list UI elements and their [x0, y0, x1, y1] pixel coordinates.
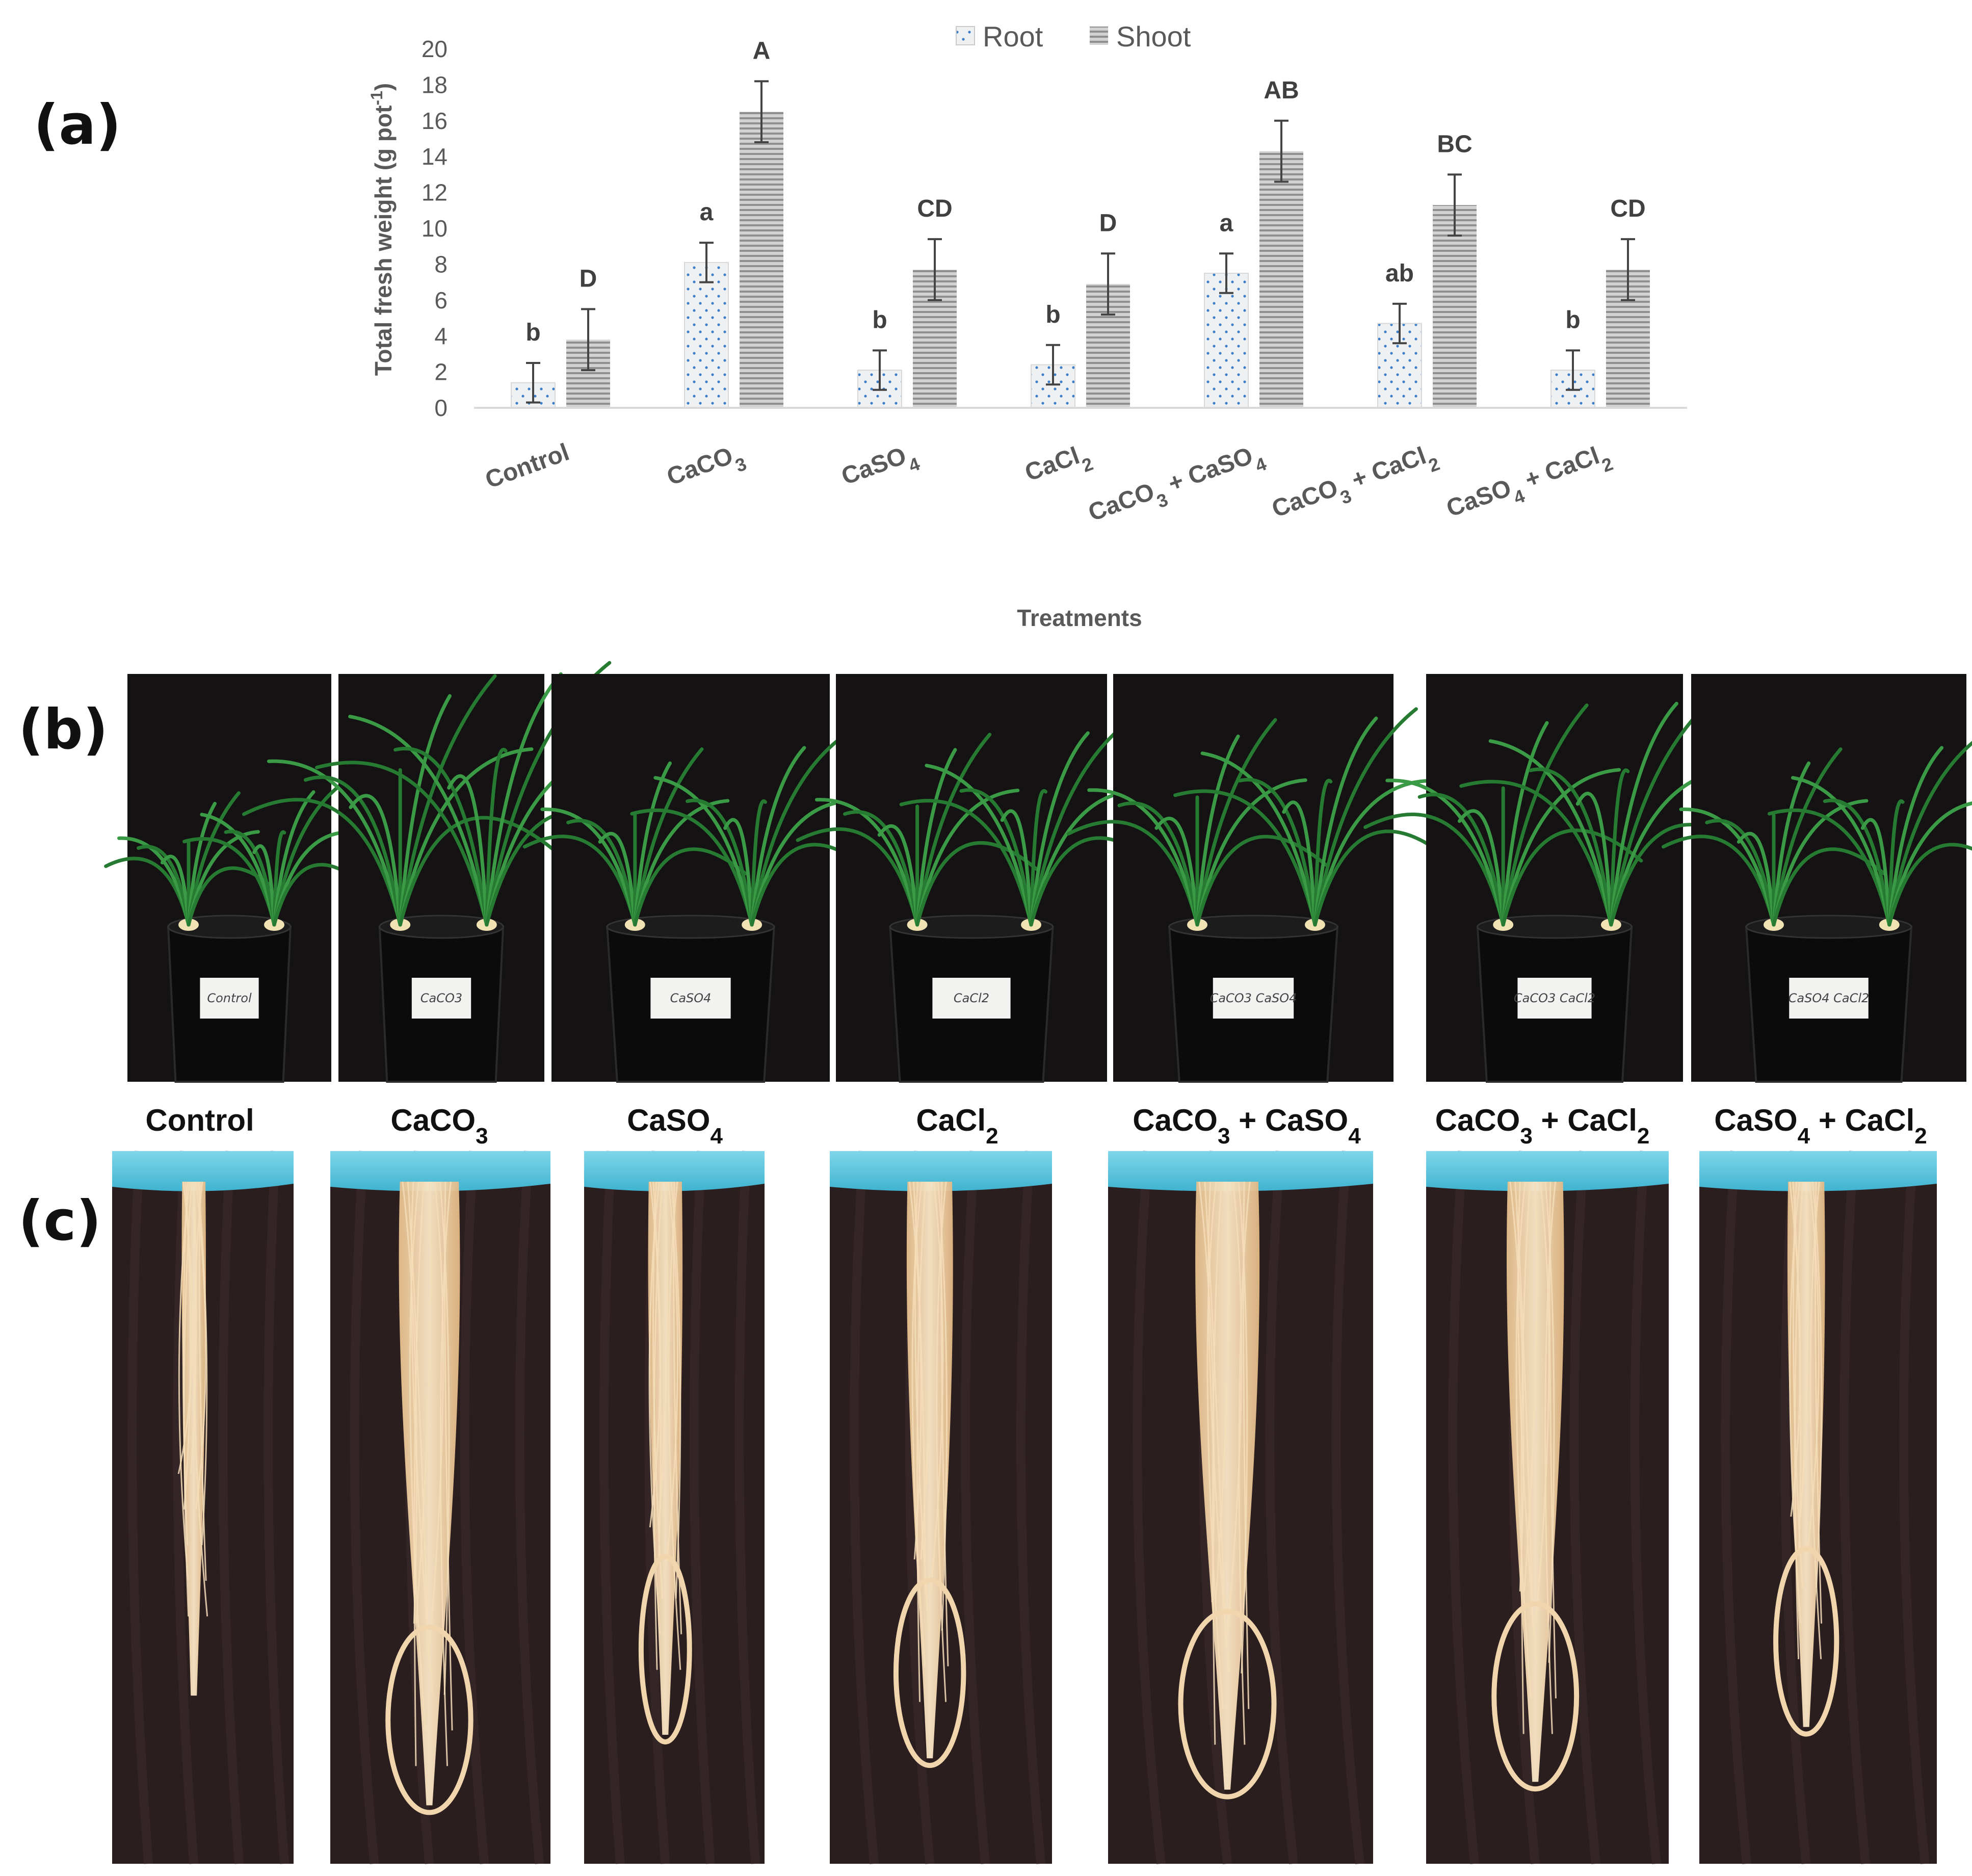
- photo-label-4: CaCO3 + CaSO4: [1133, 1103, 1361, 1149]
- pot-label-2: CaSO4: [670, 991, 712, 1005]
- panel-label-c: (c): [18, 1189, 101, 1253]
- letter-root-0: b: [525, 319, 540, 346]
- letter-shoot-4: AB: [1264, 77, 1299, 104]
- legend-swatch-shoot: [1090, 27, 1108, 45]
- y-tick-label: 16: [422, 108, 448, 134]
- root-photo-6: [1699, 1151, 1937, 1864]
- photo-treatment-labels: Control CaCO3 CaSO4 CaCl2 CaCO3 + CaSO4 CaCO3…: [145, 1103, 1927, 1149]
- plant-photos-row: Control CaCO3 CaSO4 CaCl2 CaCO3 CaSO4 CaCO3 C…: [104, 661, 1972, 1083]
- error-bar-shoot-2: [928, 238, 942, 301]
- y-tick-label: 12: [422, 179, 448, 206]
- y-tick-label: 6: [434, 287, 448, 314]
- bars-layer: [511, 112, 1650, 409]
- letter-shoot-1: A: [753, 37, 771, 64]
- error-bar-root-1: [699, 242, 714, 283]
- root-photo-1: [330, 1151, 550, 1864]
- letter-root-6: b: [1565, 306, 1580, 333]
- error-bar-root-4: [1219, 252, 1233, 294]
- letter-shoot-5: BC: [1437, 131, 1472, 158]
- pot-label-0: Control: [207, 991, 252, 1005]
- error-bar-shoot-0: [581, 308, 595, 372]
- error-bar-root-5: [1392, 302, 1407, 345]
- letter-shoot-3: D: [1099, 210, 1117, 237]
- category-label-6: CaSO4 + CaCl2: [1443, 439, 1616, 531]
- legend-swatch-root: [956, 26, 975, 45]
- error-bar-shoot-1: [754, 80, 769, 144]
- category-label-0: Control: [482, 439, 572, 494]
- legend-label-root: Root: [983, 20, 1043, 53]
- significance-letters-layer: b Da Ab CD b D a AB ab BC b CD: [525, 37, 1645, 346]
- plant-photo-0: Control: [104, 674, 374, 1083]
- plant-photo-2: CaSO4: [522, 674, 883, 1083]
- photo-label-5: CaCO3 + CaCl2: [1435, 1103, 1650, 1149]
- pot-label-6: CaSO4 CaCl2: [1789, 991, 1870, 1005]
- root-photo-2: [584, 1151, 765, 1864]
- plant-photo-4: CaCO3 CaSO4: [1066, 674, 1468, 1083]
- pot-label-3: CaCl2: [954, 991, 989, 1005]
- root-photo-3: [830, 1151, 1052, 1864]
- category-label-1: CaCO3: [663, 439, 749, 500]
- legend-label-shoot: Shoot: [1116, 20, 1191, 53]
- error-bar-root-0: [526, 362, 540, 404]
- letter-shoot-0: D: [580, 265, 597, 292]
- bar-root-1: [684, 262, 729, 408]
- panel-label-b: (b): [18, 698, 108, 762]
- error-bar-shoot-3: [1101, 252, 1115, 316]
- letter-root-3: b: [1045, 301, 1060, 328]
- error-bar-shoot-4: [1274, 119, 1289, 183]
- y-tick-label: 20: [422, 36, 448, 62]
- plant-photo-3: CaCl2: [796, 674, 1174, 1083]
- letter-shoot-2: CD: [917, 195, 952, 222]
- y-tick-label: 14: [422, 143, 448, 170]
- category-label-4: CaCO3 + CaSO4: [1085, 439, 1269, 535]
- photo-label-3: CaCl2: [916, 1103, 998, 1149]
- plant-photo-5: CaCO3 CaCl2: [1363, 674, 1775, 1083]
- error-bar-root-3: [1046, 344, 1060, 386]
- photo-label-6: CaSO4 + CaCl2: [1714, 1103, 1927, 1149]
- bar-shoot-4: [1259, 151, 1303, 408]
- bar-shoot-1: [740, 112, 783, 408]
- root-photo-5: [1426, 1151, 1669, 1864]
- plant-photo-1: CaCO3: [242, 661, 672, 1083]
- letter-shoot-6: CD: [1610, 195, 1645, 222]
- y-tick-label: 4: [434, 323, 448, 349]
- letter-root-2: b: [872, 306, 887, 333]
- y-tick-label: 0: [434, 395, 448, 421]
- plant-photo-6: CaSO4 CaCl2: [1661, 674, 1972, 1083]
- letter-root-1: a: [700, 199, 714, 226]
- y-tick-label: 10: [422, 215, 448, 242]
- pot-label-5: CaCO3 CaCl2: [1514, 991, 1595, 1005]
- error-bar-shoot-6: [1621, 238, 1635, 301]
- category-label-2: CaSO4: [838, 439, 923, 499]
- root-photo-4: [1108, 1151, 1373, 1864]
- letter-root-5: ab: [1385, 260, 1414, 287]
- photo-label-2: CaSO4: [627, 1103, 723, 1149]
- pot-label-4: CaCO3 CaSO4: [1210, 991, 1297, 1005]
- y-axis-title: Total fresh weight (g pot-1): [367, 83, 397, 376]
- category-label-5: CaCO3 + CaCl2: [1269, 439, 1442, 532]
- letter-root-4: a: [1220, 210, 1233, 237]
- bar-shoot-5: [1433, 205, 1477, 408]
- error-bar-shoot-5: [1448, 173, 1462, 237]
- y-tick-label: 8: [434, 251, 448, 277]
- category-label-3: CaCl2: [1021, 439, 1096, 496]
- y-tick-label: 2: [434, 359, 448, 385]
- y-axis: 0 2 4 6 8 10 12 14 16 18 20: [422, 36, 448, 421]
- panel-label-a: (a): [34, 93, 121, 157]
- y-tick-label: 18: [422, 71, 448, 98]
- photo-label-0: Control: [145, 1103, 254, 1137]
- photo-label-1: CaCO3: [390, 1103, 488, 1149]
- error-bar-root-2: [873, 349, 887, 391]
- chart-legend: Root Shoot: [956, 20, 1191, 53]
- error-bars-layer: [526, 80, 1635, 404]
- error-bar-root-6: [1566, 349, 1580, 391]
- root-photo-0: [112, 1151, 294, 1864]
- root-photos-row: [112, 1151, 1937, 1864]
- x-axis-title: Treatments: [1017, 605, 1142, 631]
- pot-label-1: CaCO3: [420, 991, 462, 1005]
